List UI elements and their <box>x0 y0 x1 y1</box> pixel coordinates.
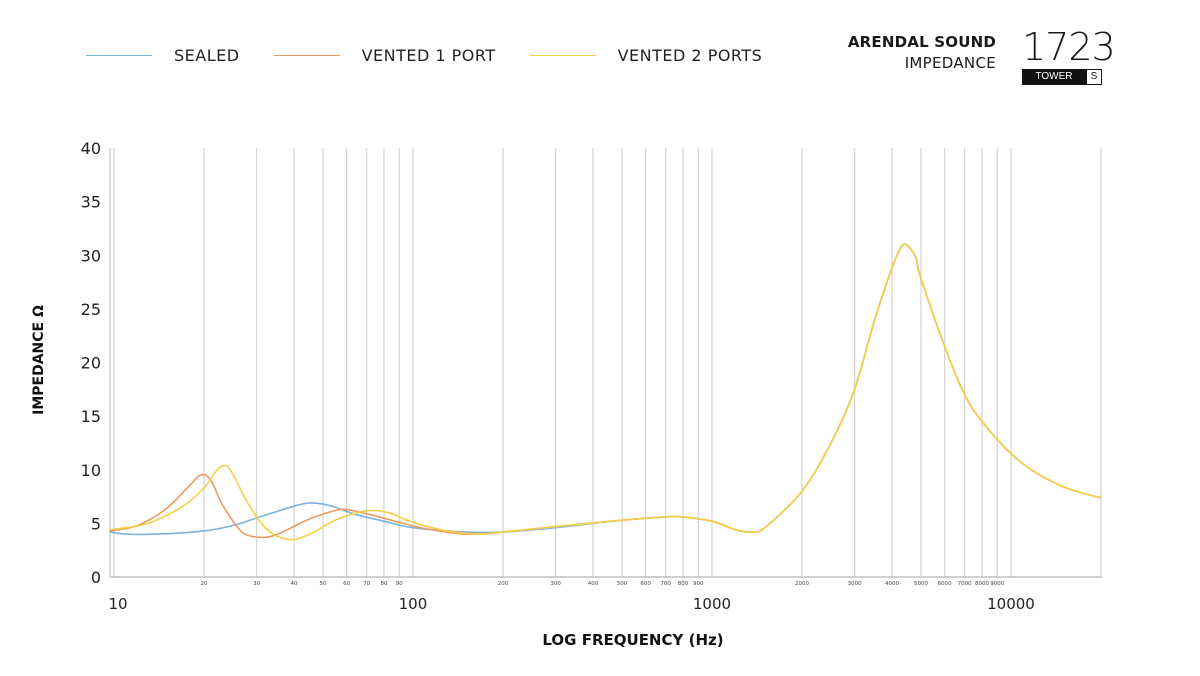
model-logo: 1723 TOWER S <box>1022 25 1116 85</box>
x-tick-label-10: 10 <box>108 595 127 613</box>
x-minor-tick-label-40: 40 <box>290 581 297 587</box>
y-tick-label-15: 15 <box>81 407 101 426</box>
series-lines <box>109 243 1102 541</box>
y-tick-label-10: 10 <box>81 461 101 480</box>
brand-subtitle: IMPEDANCE <box>904 54 996 72</box>
grid-lines <box>113 148 1012 577</box>
series-line-vented-2-ports <box>109 243 1102 541</box>
x-minor-tick-label-60: 60 <box>343 581 350 587</box>
x-tick-label-10000: 10000 <box>987 595 1035 613</box>
x-minor-tick-label-70: 70 <box>363 581 370 587</box>
x-minor-tick-label-4000: 4000 <box>885 581 899 587</box>
y-tick-label-30: 30 <box>81 246 101 265</box>
legend-item-sealed: SEALED <box>86 46 240 65</box>
x-minor-tick-label-200: 200 <box>498 581 509 587</box>
x-minor-tick-label-90: 90 <box>396 581 403 587</box>
legend-swatch-vented-1-port <box>273 55 340 56</box>
y-tick-label-35: 35 <box>81 193 101 212</box>
x-minor-tick-label-800: 800 <box>678 581 689 587</box>
series-line-sealed <box>109 243 1102 536</box>
series-line-vented-1-port <box>109 243 1102 539</box>
y-tick-label-25: 25 <box>81 300 101 319</box>
x-minor-tick-label-20: 20 <box>200 581 207 587</box>
x-axis-title: LOG FREQUENCY (Hz) <box>542 631 723 649</box>
legend-item-vented-2-ports: VENTED 2 PORTS <box>529 46 763 65</box>
x-minor-tick-label-5000: 5000 <box>914 581 928 587</box>
x-minor-tick-label-300: 300 <box>550 581 561 587</box>
x-minor-tick-label-80: 80 <box>380 581 387 587</box>
x-minor-tick-label-9000: 9000 <box>990 581 1004 587</box>
x-minor-tick-label-50: 50 <box>319 581 326 587</box>
brand-name: ARENDAL SOUND <box>847 33 996 51</box>
model-tags: TOWER S <box>1022 69 1102 85</box>
x-minor-tick-label-30: 30 <box>253 581 260 587</box>
x-minor-tick-label-2000: 2000 <box>795 581 809 587</box>
x-minor-tick-label-700: 700 <box>660 581 671 587</box>
legend-item-vented-1-port: VENTED 1 PORT <box>273 46 496 65</box>
x-tick-label-100: 100 <box>399 595 428 613</box>
x-minor-tick-label-3000: 3000 <box>848 581 862 587</box>
x-minor-tick-label-400: 400 <box>588 581 599 587</box>
x-minor-tick-label-7000: 7000 <box>958 581 972 587</box>
x-minor-tick-label-600: 600 <box>640 581 651 587</box>
tick-labels: 0 5 10 15 20 25 30 35 40 10 100 1000 10000 20 30 40 50 60… <box>81 139 1035 613</box>
model-tag-tower: TOWER <box>1022 69 1086 85</box>
brand-block: ARENDAL SOUND IMPEDANCE <box>848 33 996 72</box>
x-minor-tick-label-500: 500 <box>617 581 628 587</box>
y-axis-title: IMPEDANCE Ω <box>31 305 47 415</box>
chart-legend: SEALED VENTED 1 PORT VENTED 2 PORTS <box>86 46 796 65</box>
x-tick-label-1000: 1000 <box>693 595 731 613</box>
legend-label-sealed: SEALED <box>174 46 240 65</box>
x-minor-tick-label-8000: 8000 <box>975 581 989 587</box>
y-tick-label-0: 0 <box>91 568 101 587</box>
legend-swatch-vented-2-ports <box>529 55 596 56</box>
legend-swatch-sealed <box>86 55 152 56</box>
axes <box>109 148 1102 578</box>
legend-label-vented-1-port: VENTED 1 PORT <box>361 46 496 65</box>
x-minor-tick-label-6000: 6000 <box>938 581 952 587</box>
y-tick-label-20: 20 <box>81 354 101 373</box>
y-tick-label-40: 40 <box>81 139 101 158</box>
legend-label-vented-2-ports: VENTED 2 PORTS <box>617 46 763 65</box>
model-number: 1723 <box>1022 25 1116 69</box>
model-tag-variant: S <box>1086 69 1102 85</box>
y-tick-label-5: 5 <box>91 514 101 533</box>
x-minor-tick-label-900: 900 <box>693 581 704 587</box>
